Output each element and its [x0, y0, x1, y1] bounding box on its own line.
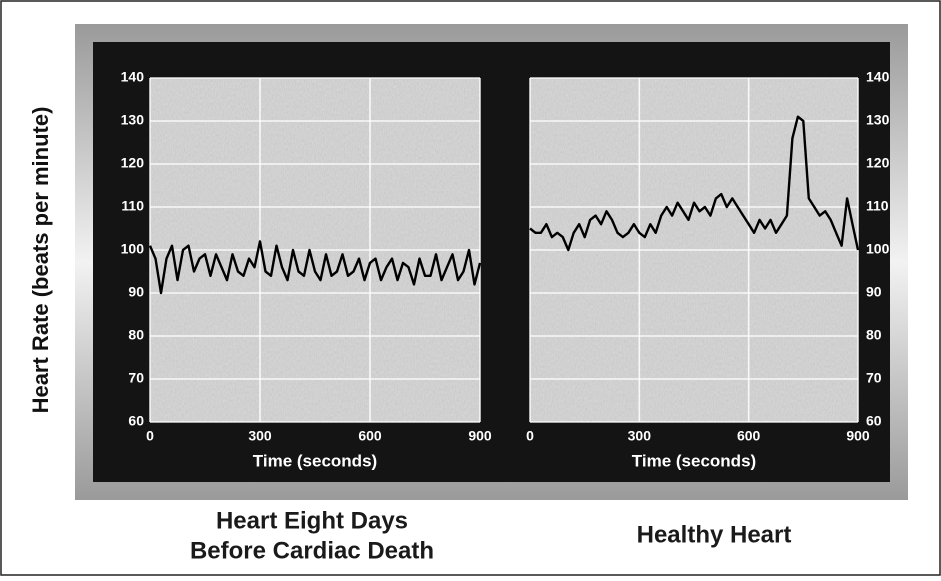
x-tick-label: 900	[468, 428, 492, 444]
y-axis-label: Heart Rate (beats per minute)	[28, 107, 53, 414]
x-tick-label: 900	[846, 428, 870, 444]
x-tick-label: 600	[358, 428, 382, 444]
y-tick-label: 70	[128, 370, 144, 386]
x-tick-label: 0	[526, 428, 534, 444]
y-tick-label: 120	[121, 155, 145, 171]
x-tick-label: 300	[628, 428, 652, 444]
y-tick-label: 60	[866, 413, 882, 429]
y-tick-label: 100	[121, 241, 145, 257]
y-tick-label: 130	[121, 112, 145, 128]
y-tick-label: 120	[866, 155, 890, 171]
heart-rate-line	[148, 240, 482, 295]
caption: Heart Eight Days	[216, 507, 408, 534]
x-axis-label: Time (seconds)	[253, 451, 377, 470]
y-tick-label: 90	[866, 284, 882, 300]
caption: Healthy Heart	[637, 521, 792, 548]
y-tick-label: 140	[866, 69, 890, 85]
y-tick-label: 60	[128, 413, 144, 429]
x-axis-label: Time (seconds)	[632, 451, 756, 470]
x-tick-label: 600	[737, 428, 761, 444]
y-tick-label: 140	[121, 69, 145, 85]
x-tick-label: 300	[248, 428, 272, 444]
y-tick-label: 100	[866, 241, 890, 257]
x-tick-label: 0	[146, 428, 154, 444]
y-tick-label: 90	[128, 284, 144, 300]
y-tick-label: 130	[866, 112, 890, 128]
y-tick-label: 80	[866, 327, 882, 343]
y-tick-label: 110	[866, 198, 889, 214]
heart-rate-line	[529, 115, 860, 252]
y-tick-label: 110	[121, 198, 144, 214]
caption: Before Cardiac Death	[190, 537, 434, 564]
y-tick-label: 70	[866, 370, 882, 386]
y-tick-label: 80	[128, 327, 144, 343]
